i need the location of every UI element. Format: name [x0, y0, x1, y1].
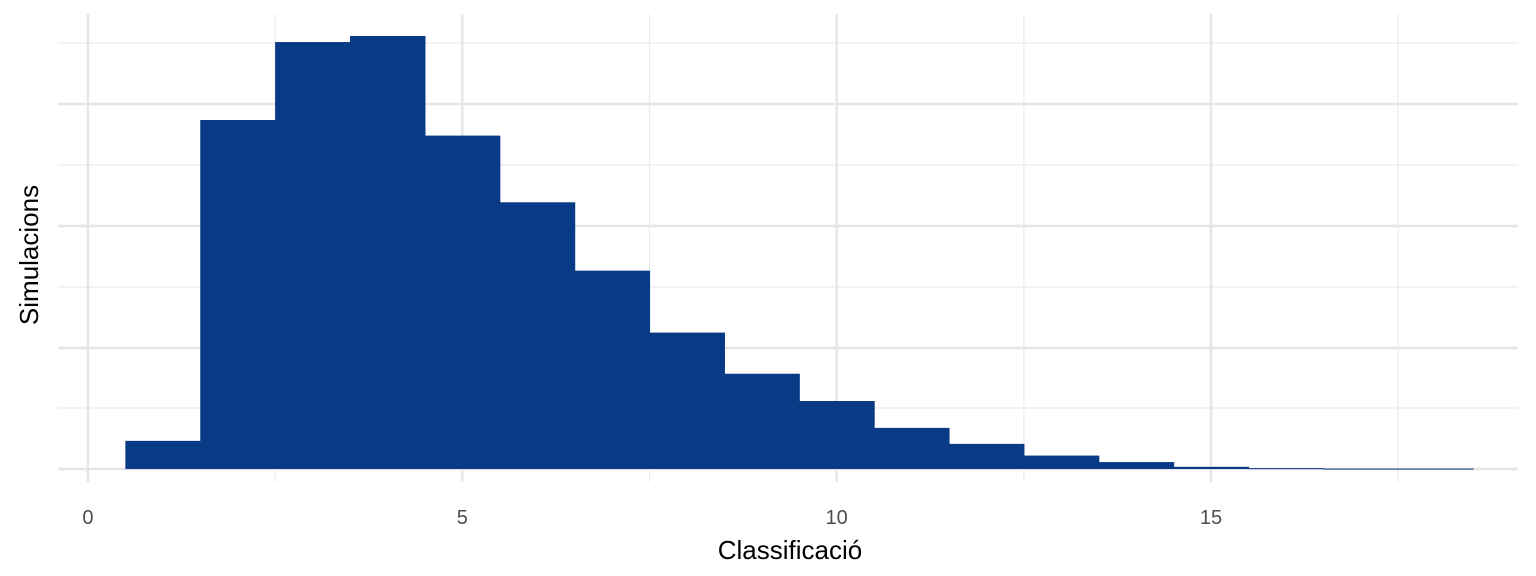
histogram-bar [499, 202, 576, 469]
x-axis-title: Classificació [718, 535, 863, 565]
histogram-bar [1398, 468, 1474, 470]
y-axis-title: Simulacions [14, 185, 44, 325]
histogram-bar [125, 440, 201, 469]
histogram-bar [200, 120, 276, 469]
x-tick-label: 10 [826, 507, 848, 529]
histogram-bar [1173, 466, 1250, 469]
histogram-bar [874, 427, 950, 469]
x-axis-ticks: 0 5 10 15 [82, 507, 1222, 529]
histogram-bar [799, 401, 875, 469]
bars [125, 36, 1474, 470]
histogram-bar [1023, 455, 1100, 469]
histogram-bar [649, 332, 725, 469]
histogram-bar [1098, 462, 1175, 469]
x-tick-label: 5 [457, 507, 468, 529]
histogram-bar [275, 42, 351, 469]
histogram-bar [1323, 468, 1399, 470]
histogram-bar [350, 36, 426, 469]
x-tick-label: 15 [1200, 507, 1222, 529]
histogram-bar [574, 270, 651, 469]
histogram-bar [724, 373, 800, 469]
histogram-bar [1248, 468, 1324, 470]
histogram-bar [424, 135, 501, 469]
histogram-bar [948, 443, 1025, 469]
x-tick-label: 0 [82, 507, 93, 529]
